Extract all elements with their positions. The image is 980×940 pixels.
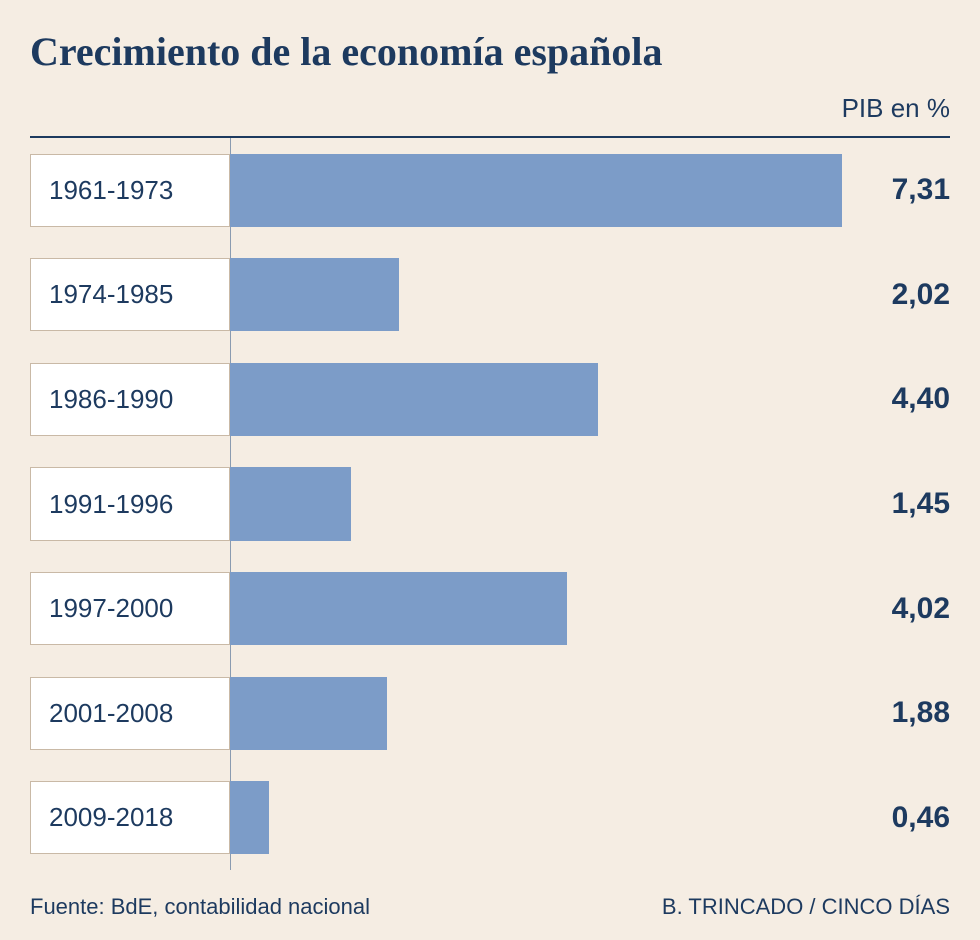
row-value: 1,88 [892, 696, 950, 730]
bar-area: 4,02 [230, 556, 950, 661]
chart-source: Fuente: BdE, contabilidad nacional [30, 894, 370, 920]
row-label: 1991-1996 [30, 467, 230, 540]
row-label: 2009-2018 [30, 781, 230, 854]
row-value: 4,02 [892, 592, 950, 626]
bar [230, 781, 269, 854]
chart-row: 1974-1985 2,02 [30, 243, 950, 348]
chart-row: 1986-1990 4,40 [30, 347, 950, 452]
bar [230, 677, 387, 750]
row-value: 2,02 [892, 278, 950, 312]
bar [230, 363, 598, 436]
row-label: 1986-1990 [30, 363, 230, 436]
chart-credit: B. TRINCADO / CINCO DÍAS [662, 894, 950, 920]
bar [230, 154, 842, 227]
chart-container: Crecimiento de la economía española PIB … [0, 0, 980, 940]
row-value: 7,31 [892, 173, 950, 207]
bar-area: 2,02 [230, 243, 950, 348]
row-value: 0,46 [892, 801, 950, 835]
chart-footer: Fuente: BdE, contabilidad nacional B. TR… [30, 894, 950, 920]
row-value: 4,40 [892, 382, 950, 416]
chart-area: 1961-19737,311974-19852,021986-19904,401… [30, 136, 950, 870]
bar [230, 467, 351, 540]
chart-row: 2001-2008 1,88 [30, 661, 950, 766]
bar [230, 258, 399, 331]
chart-row: 2009-2018 0,46 [30, 765, 950, 870]
bar-area: 4,40 [230, 347, 950, 452]
chart-row: 1991-1996 1,45 [30, 452, 950, 557]
chart-subtitle: PIB en % [30, 93, 950, 124]
bar-area: 1,88 [230, 661, 950, 766]
bar-area: 7,31 [230, 138, 950, 243]
chart-row: 1997-2000 4,02 [30, 556, 950, 661]
chart-title: Crecimiento de la economía española [30, 28, 950, 75]
row-label: 1961-1973 [30, 154, 230, 227]
row-value: 1,45 [892, 487, 950, 521]
chart-row: 1961-1973 7,31 [30, 138, 950, 243]
row-label: 2001-2008 [30, 677, 230, 750]
bar-area: 0,46 [230, 765, 950, 870]
chart-rows: 1961-19737,311974-19852,021986-19904,401… [30, 138, 950, 870]
row-label: 1974-1985 [30, 258, 230, 331]
bar [230, 572, 567, 645]
row-label: 1997-2000 [30, 572, 230, 645]
bar-area: 1,45 [230, 452, 950, 557]
